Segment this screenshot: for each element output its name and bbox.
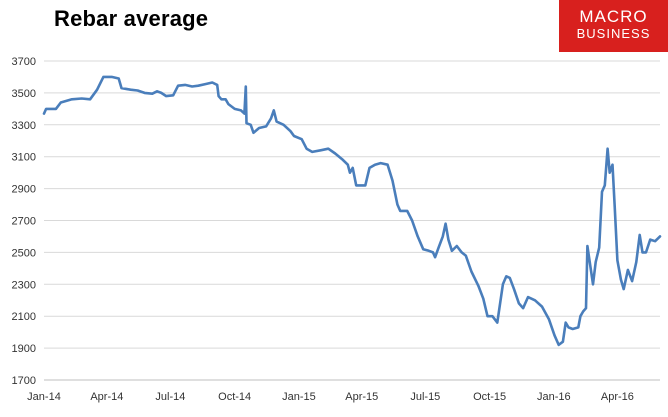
- x-tick-label: Oct-14: [218, 391, 251, 403]
- y-tick-label: 1700: [12, 375, 36, 387]
- x-tick-label: Jul-15: [410, 391, 440, 403]
- logo-line-2: BUSINESS: [576, 26, 651, 41]
- y-tick-label: 2500: [12, 247, 36, 259]
- gridlines: [44, 60, 660, 381]
- x-tick-label: Apr-14: [90, 391, 123, 403]
- x-tick-label: Jan-16: [537, 391, 571, 403]
- macro-business-logo: MACRO BUSINESS: [559, 0, 668, 52]
- y-tick-label: 2700: [12, 216, 36, 228]
- chart-title: Rebar average: [54, 6, 209, 31]
- x-tick-label: Jan-14: [27, 391, 61, 403]
- y-tick-label: 3300: [12, 120, 36, 132]
- x-tick-label: Jul-14: [155, 391, 185, 403]
- y-tick-label: 2100: [12, 311, 36, 323]
- x-tick-label: Apr-15: [345, 391, 378, 403]
- logo-line-1: MACRO: [579, 7, 648, 26]
- x-tick-label: Apr-16: [601, 391, 634, 403]
- series-layer: [42, 75, 662, 347]
- x-axis-tick-labels: Jan-14 Apr-14 Jul-14 Oct-14 Jan-15 Apr-15 Jul-…: [27, 391, 634, 403]
- y-tick-label: 3700: [12, 56, 36, 68]
- series-line-0: [42, 75, 662, 347]
- x-tick-label: Oct-15: [473, 391, 506, 403]
- y-tick-label: 2900: [12, 184, 36, 196]
- y-tick-label: 2300: [12, 279, 36, 291]
- y-tick-label: 1900: [12, 343, 36, 355]
- y-tick-label: 3100: [12, 152, 36, 164]
- y-tick-label: 3500: [12, 88, 36, 100]
- y-axis-tick-labels: 1700 1900 2100 2300 2500 2700 2900 3100 3300 3500…: [12, 56, 36, 387]
- x-tick-label: Jan-15: [282, 391, 316, 403]
